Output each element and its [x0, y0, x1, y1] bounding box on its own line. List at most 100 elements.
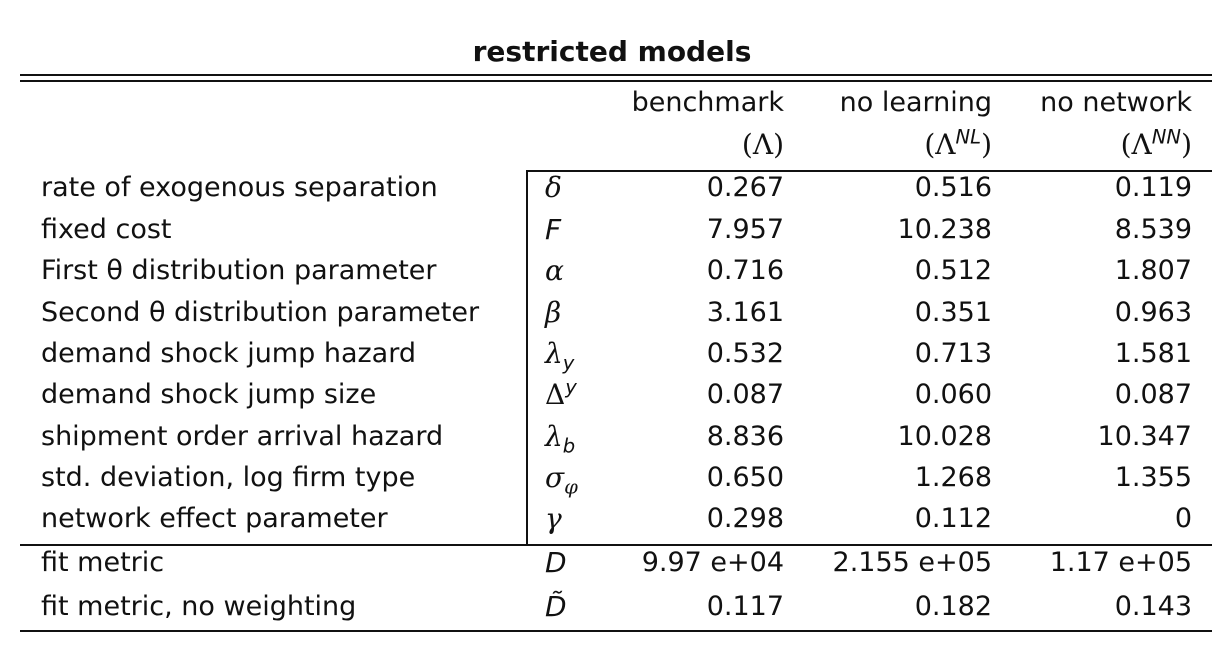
fit-metric-rule [20, 544, 1212, 546]
row-symbol: α [545, 251, 564, 291]
row-label: demand shock jump hazard [41, 338, 416, 369]
row-label: shipment order arrival hazard [41, 421, 444, 452]
table-row: demand shock jump hazard λy 0.532 0.713 … [0, 334, 1224, 374]
value-no-learning: 10.238 [897, 214, 992, 245]
value-no-learning: 10.028 [897, 421, 992, 452]
symbol-base: λ [545, 420, 563, 453]
row-label: rate of exogenous separation [41, 172, 438, 203]
table-row: fixed cost F 7.957 10.238 8.539 [0, 210, 1224, 250]
value-benchmark: 3.161 [706, 297, 784, 328]
symbol-subscript: y [562, 351, 575, 375]
value-no-network: 1.807 [1114, 255, 1192, 286]
value-no-network: 1.17 e+05 [1049, 547, 1192, 578]
value-no-network: 0.143 [1114, 591, 1192, 622]
bottom-rule [20, 630, 1212, 632]
top-double-rule-upper [20, 74, 1212, 76]
row-symbol: Δy [545, 375, 577, 415]
column-symbol-no-learning: (ΛNL) [924, 125, 992, 162]
row-symbol: D [545, 543, 567, 583]
symbol-base: σ [545, 461, 565, 494]
row-symbol: F [545, 210, 561, 250]
row-label: fixed cost [41, 214, 172, 245]
table-row: network effect parameter γ 0.298 0.112 0 [0, 499, 1224, 539]
symbol-base: α [545, 254, 564, 287]
row-symbol: σφ [545, 458, 578, 498]
row-label: Second θ distribution parameter [41, 297, 480, 328]
value-benchmark: 8.836 [706, 421, 784, 452]
table-row: fit metric, no weighting D̃ 0.117 0.182 … [0, 587, 1224, 627]
column-header-no-learning: no learning [839, 87, 992, 118]
value-no-learning: 0.182 [914, 591, 992, 622]
value-no-network: 0.087 [1114, 379, 1192, 410]
symbol-base: γ [545, 502, 562, 535]
value-no-network: 1.355 [1114, 462, 1192, 493]
value-benchmark: 9.97 e+04 [641, 547, 784, 578]
row-label: First θ distribution parameter [41, 255, 437, 286]
value-no-learning: 0.512 [914, 255, 992, 286]
symbol-base: β [545, 296, 562, 329]
column-symbol-close: ) [773, 128, 784, 161]
column-symbol-base: (Λ [924, 128, 956, 161]
column-symbol-sup: NL [955, 125, 982, 149]
value-benchmark: 0.716 [706, 255, 784, 286]
column-symbol-no-network: (ΛNN) [1120, 125, 1192, 162]
row-label: std. deviation, log firm type [41, 462, 416, 493]
value-no-network: 8.539 [1114, 214, 1192, 245]
table-row: demand shock jump size Δy 0.087 0.060 0.… [0, 375, 1224, 415]
row-symbol: λb [545, 417, 575, 457]
table-title: restricted models [472, 35, 752, 68]
value-no-network: 1.581 [1114, 338, 1192, 369]
table-row: fit metric D 9.97 e+04 2.155 e+05 1.17 e… [0, 543, 1224, 583]
table-row: shipment order arrival hazard λb 8.836 1… [0, 417, 1224, 457]
top-double-rule-lower [20, 80, 1212, 82]
value-no-network: 0 [1174, 503, 1192, 534]
header-rule [526, 170, 1212, 172]
value-benchmark: 0.267 [706, 172, 784, 203]
column-symbol-base: (Λ [741, 128, 774, 161]
value-no-learning: 1.268 [914, 462, 992, 493]
symbol-base: F [545, 213, 562, 246]
value-benchmark: 0.298 [706, 503, 784, 534]
table-row: rate of exogenous separation δ 0.267 0.5… [0, 168, 1224, 208]
table-row: std. deviation, log firm type σφ 0.650 1… [0, 458, 1224, 498]
row-symbol: D̃ [545, 587, 567, 627]
symbol-base: D [545, 546, 567, 579]
row-label: demand shock jump size [41, 379, 377, 410]
value-no-network: 0.119 [1114, 172, 1192, 203]
column-symbol-base: (Λ [1120, 128, 1152, 161]
value-no-network: 0.963 [1114, 297, 1192, 328]
value-benchmark: 0.117 [706, 591, 784, 622]
row-symbol: λy [545, 334, 574, 374]
column-header-benchmark: benchmark [631, 87, 784, 118]
value-benchmark: 7.957 [706, 214, 784, 245]
value-no-network: 10.347 [1097, 421, 1192, 452]
value-no-learning: 0.060 [914, 379, 992, 410]
row-label: fit metric, no weighting [41, 591, 357, 622]
row-label: fit metric [41, 547, 165, 578]
column-header-no-network: no network [1040, 87, 1192, 118]
symbol-column-divider [526, 170, 528, 546]
value-no-learning: 0.112 [914, 503, 992, 534]
symbol-subscript: b [562, 434, 576, 458]
symbol-base: Δ [545, 378, 566, 411]
value-no-learning: 2.155 e+05 [832, 547, 992, 578]
column-symbol-benchmark: (Λ) [742, 128, 784, 162]
row-label: network effect parameter [41, 503, 388, 534]
symbol-subscript: φ [564, 475, 578, 499]
value-no-learning: 0.351 [914, 297, 992, 328]
row-symbol: γ [545, 499, 562, 539]
table-row: First θ distribution parameter α 0.716 0… [0, 251, 1224, 291]
symbol-superscript: y [565, 375, 577, 399]
value-benchmark: 0.650 [706, 462, 784, 493]
symbol-base: δ [545, 171, 562, 204]
value-benchmark: 0.087 [706, 379, 784, 410]
row-symbol: δ [545, 168, 562, 208]
column-symbol-close: ) [981, 128, 992, 161]
column-symbol-sup: NN [1151, 125, 1182, 149]
value-no-learning: 0.516 [914, 172, 992, 203]
symbol-base: D̃ [545, 590, 567, 623]
row-symbol: β [545, 293, 561, 333]
value-benchmark: 0.532 [706, 338, 784, 369]
column-symbol-close: ) [1181, 128, 1192, 161]
value-no-learning: 0.713 [914, 338, 992, 369]
